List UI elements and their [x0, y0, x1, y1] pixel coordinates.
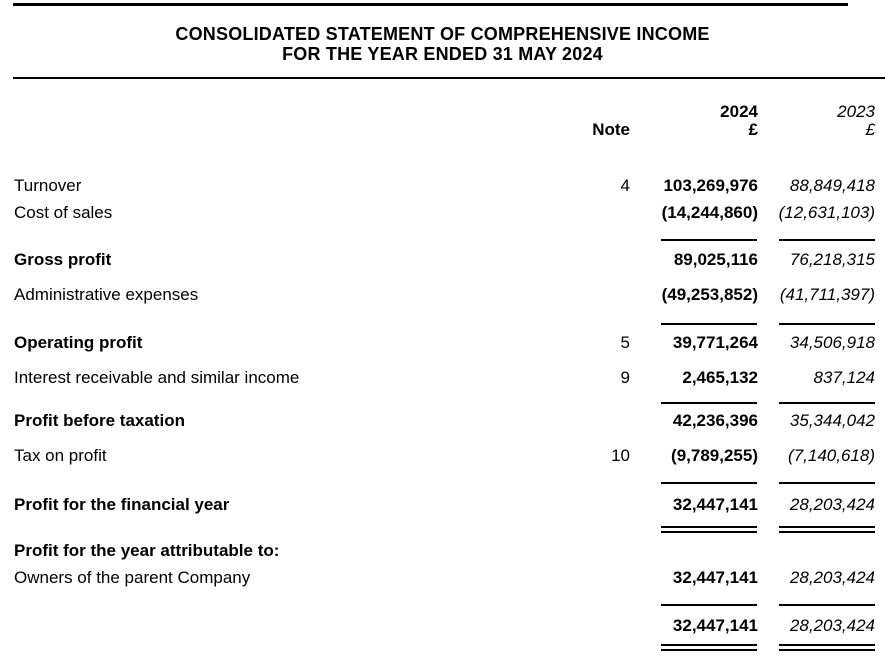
value-2023: 35,344,042 — [789, 411, 875, 430]
rule-2024-column — [661, 482, 757, 484]
row-label: Tax on profit — [14, 446, 107, 465]
row-note: 5 — [620, 333, 630, 352]
double-total-rule-row — [0, 526, 885, 533]
rule-2024-column — [661, 644, 757, 651]
row-label: Owners of the parent Company — [14, 568, 251, 587]
rule-2023-column — [779, 402, 875, 404]
year-2023-header: 2023 — [837, 102, 875, 121]
rule-2024-column — [661, 239, 757, 241]
rule-2023-column — [779, 482, 875, 484]
row-label: Cost of sales — [14, 203, 113, 222]
row-label: Interest receivable and similar income — [14, 368, 300, 387]
statement-row: Turnover 4 103,269,976 88,849,418 — [0, 177, 885, 195]
row-note: 9 — [620, 368, 630, 387]
total-rule-row — [0, 402, 885, 404]
value-2023: 76,218,315 — [789, 250, 875, 269]
rule-2024-column — [661, 402, 757, 404]
value-2023: 28,203,424 — [789, 568, 875, 587]
value-2024: 32,447,141 — [672, 568, 758, 587]
value-2024: (9,789,255) — [671, 446, 758, 465]
value-2023: 28,203,424 — [789, 616, 875, 635]
row-note: 4 — [620, 176, 630, 195]
statement-row: Profit for the year attributable to: — [0, 542, 885, 560]
value-2024: 39,771,264 — [672, 333, 758, 352]
note-column-header: Note — [592, 120, 630, 139]
value-2023: (7,140,618) — [788, 446, 875, 465]
rule-2023-column — [779, 526, 875, 533]
value-2024: 42,236,396 — [672, 411, 758, 430]
row-label: Turnover — [14, 176, 82, 195]
statement-row: Cost of sales (14,244,860) (12,631,103) — [0, 204, 885, 222]
rule-2023-column — [779, 604, 875, 606]
title-line-1: CONSOLIDATED STATEMENT OF COMPREHENSIVE … — [175, 24, 710, 44]
header-row-note-currency: Note £ £ — [0, 121, 885, 139]
row-label: Profit for the financial year — [14, 495, 230, 514]
title-line-2: FOR THE YEAR ENDED 31 MAY 2024 — [282, 44, 603, 64]
row-note: 10 — [611, 446, 630, 465]
income-statement-table: 2024 2023 Note £ £ Turnover 4 103,269,976 8… — [0, 78, 885, 651]
rule-2023-column — [779, 323, 875, 325]
rule-2024-column — [661, 604, 757, 606]
row-label: Profit before taxation — [14, 411, 185, 430]
value-2024: 89,025,116 — [673, 250, 758, 269]
value-2024: 32,447,141 — [672, 616, 758, 635]
statement-row: Operating profit 5 39,771,264 34,506,918 — [0, 334, 885, 352]
statement-row: Profit for the financial year 32,447,141 2… — [0, 496, 885, 514]
total-rule-row — [0, 604, 885, 606]
statement-row: Profit before taxation 42,236,396 35,344,0… — [0, 412, 885, 430]
value-2023: 28,203,424 — [789, 495, 875, 514]
statement-row: Owners of the parent Company 32,447,141 28… — [0, 569, 885, 587]
document-title: CONSOLIDATED STATEMENT OF COMPREHENSIVE … — [0, 24, 885, 64]
top-rule — [13, 3, 848, 6]
value-2023: 34,506,918 — [789, 333, 875, 352]
rule-2023-column — [779, 239, 875, 241]
rule-2024-column — [661, 323, 757, 325]
value-2024: 32,447,141 — [672, 495, 758, 514]
rule-2023-column — [779, 644, 875, 651]
value-2023: 88,849,418 — [789, 176, 875, 195]
total-rule-row — [0, 239, 885, 241]
total-rule-row — [0, 482, 885, 484]
statement-row: Tax on profit 10 (9,789,255) (7,140,618) — [0, 447, 885, 465]
row-label: Profit for the year attributable to: — [14, 541, 280, 560]
value-2023: (12,631,103) — [778, 203, 875, 222]
statement-row: Interest receivable and similar income 9 2… — [0, 369, 885, 387]
rows-container: Turnover 4 103,269,976 88,849,418 Cost of sa… — [0, 177, 885, 651]
currency-2023-header: £ — [865, 120, 875, 139]
currency-2024-header: £ — [748, 120, 758, 139]
value-2024: (49,253,852) — [661, 285, 758, 304]
header-row-years: 2024 2023 — [0, 103, 885, 121]
row-label: Administrative expenses — [14, 285, 199, 304]
value-2023: (41,711,397) — [779, 285, 875, 304]
row-label: Operating profit — [14, 333, 143, 352]
statement-row: Administrative expenses (49,253,852) (41,7… — [0, 286, 885, 304]
value-2024: 2,465,132 — [682, 368, 758, 387]
statement-row: Gross profit 89,025,116 76,218,315 — [0, 251, 885, 269]
value-2024: 103,269,976 — [663, 176, 758, 195]
year-2024-header: 2024 — [720, 102, 758, 121]
value-2023: 837,124 — [813, 368, 875, 387]
header-rule — [13, 77, 885, 79]
statement-row: 32,447,141 28,203,424 — [0, 617, 885, 635]
total-rule-row — [0, 323, 885, 325]
value-2024: (14,244,860) — [661, 203, 758, 222]
rule-2024-column — [661, 526, 757, 533]
double-total-rule-row — [0, 644, 885, 651]
row-label: Gross profit — [14, 250, 112, 269]
